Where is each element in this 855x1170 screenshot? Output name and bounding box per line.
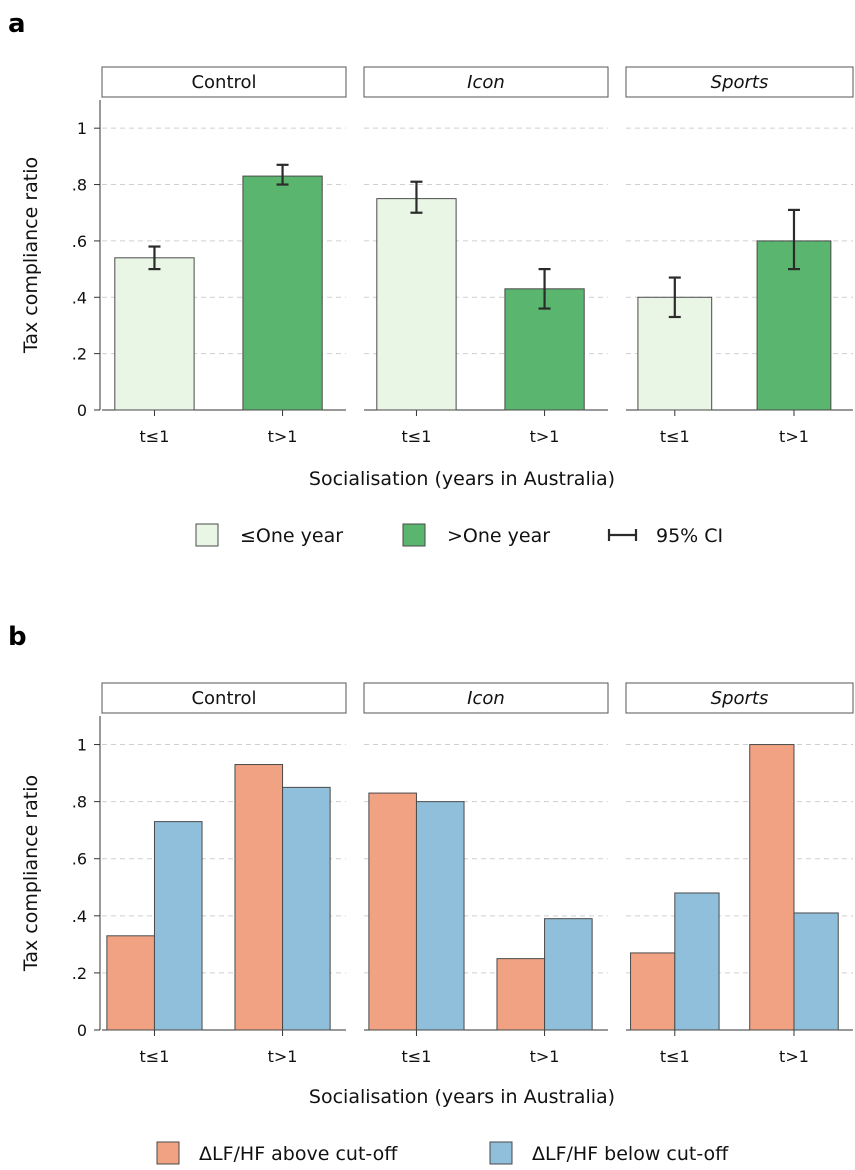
- panel-a-strip-label-control: Control: [191, 72, 256, 93]
- panel-a-legend-ci-icon: [609, 529, 636, 541]
- panel-a-x-tick-label: t>1: [779, 427, 809, 446]
- panel-b-legend-swatch-above-cutoff: [157, 1142, 179, 1164]
- panel-a-letter: a: [8, 9, 26, 39]
- panel-a-legend-swatch-le-one-year: [196, 524, 218, 546]
- panel-a-x-tick-label: t≤1: [402, 427, 432, 446]
- panel-b-x-tick-label: t>1: [268, 1047, 298, 1066]
- panel-b-strip-label-sports: Sports: [711, 688, 769, 709]
- panel-b-legend-label-below-cutoff: ΔLF/HF below cut-off: [532, 1143, 729, 1165]
- panel-a-facet-control: Control t≤1 t>1: [102, 67, 346, 446]
- panel-b-facet-icon: Icon t≤1 t>1: [364, 683, 608, 1066]
- panel-a-x-tick-label: t>1: [268, 427, 298, 446]
- panel-b-bar-sports-le1-below: [675, 893, 719, 1030]
- panel-b-x-tick-label: t>1: [779, 1047, 809, 1066]
- panel-a-x-tick-label: t>1: [530, 427, 560, 446]
- panel-a-legend-label-ci: 95% CI: [656, 525, 723, 547]
- panel-a-y-tick-label: 1: [77, 119, 87, 138]
- panel-a-bar-icon-le1: [377, 199, 456, 410]
- panel-b-bar-icon-gt1-below: [545, 919, 593, 1030]
- panel-a: 0 .2 .4 .6 .8 1 Tax compliance ratio Control t≤1…: [20, 67, 853, 547]
- panel-a-facet-icon: Icon t≤1 t>1: [364, 67, 608, 446]
- panel-a-y-axis-title: Tax compliance ratio: [20, 157, 42, 354]
- panel-b-legend-swatch-below-cutoff: [490, 1142, 512, 1164]
- panel-b-y-tick-label: .8: [72, 793, 87, 812]
- panel-b-letter: b: [8, 622, 27, 652]
- panel-b-facet-sports: Sports t≤1 t>1: [626, 683, 853, 1066]
- panel-a-y-tick-label: .4: [72, 288, 87, 307]
- panel-b-bar-icon-gt1-above: [497, 959, 545, 1030]
- panel-b-x-tick-label: t>1: [530, 1047, 560, 1066]
- panel-b-bar-sports-gt1-above: [750, 745, 794, 1030]
- panel-a-strip-label-icon: Icon: [467, 72, 505, 93]
- panel-a-y-tick-label: .6: [72, 232, 87, 251]
- panel-b-bar-icon-le1-above: [369, 793, 417, 1030]
- panel-b-x-tick-label: t≤1: [402, 1047, 432, 1066]
- panel-a-facet-sports: Sports t≤1 t>1: [626, 67, 853, 446]
- panel-a-legend-swatch-gt-one-year: [403, 524, 425, 546]
- panel-b-y-axis-title: Tax compliance ratio: [20, 775, 42, 972]
- panel-a-y-tick-label: .8: [72, 176, 87, 195]
- panel-b-y-tick-label: .6: [72, 850, 87, 869]
- panel-a-x-axis-title: Socialisation (years in Australia): [309, 468, 615, 490]
- panel-b-y-tick-label: .4: [72, 907, 87, 926]
- panel-a-legend-label-gt-one-year: >One year: [447, 525, 550, 547]
- panel-b-bar-control-gt1-below: [283, 787, 331, 1030]
- panel-b-bar-control-gt1-above: [235, 765, 283, 1030]
- panel-a-bar-control-gt1: [243, 176, 322, 410]
- panel-b-x-axis-title: Socialisation (years in Australia): [309, 1086, 615, 1108]
- panel-b-bar-control-le1-below: [154, 822, 202, 1030]
- panel-a-x-tick-label: t≤1: [140, 427, 170, 446]
- panel-b-y-tick-label: 0: [77, 1021, 87, 1040]
- panel-b-bar-control-le1-above: [107, 936, 155, 1030]
- panel-b: 0 .2 .4 .6 .8 1 Tax compliance ratio Control t≤1…: [20, 683, 853, 1165]
- panel-b-bar-sports-gt1-below: [794, 913, 838, 1030]
- panel-b-bar-sports-le1-above: [631, 953, 675, 1030]
- panel-a-legend-label-le-one-year: ≤One year: [240, 525, 343, 547]
- panel-b-x-tick-label: t≤1: [140, 1047, 170, 1066]
- panel-a-y-tick-label: 0: [77, 401, 87, 420]
- panel-b-strip-label-control: Control: [191, 688, 256, 709]
- panel-a-strip-label-sports: Sports: [711, 72, 769, 93]
- panel-b-legend-label-above-cutoff: ΔLF/HF above cut-off: [199, 1143, 398, 1165]
- panel-a-x-tick-label: t≤1: [660, 427, 690, 446]
- panel-b-bar-icon-le1-below: [416, 802, 464, 1030]
- panel-b-strip-label-icon: Icon: [467, 688, 505, 709]
- panel-a-y-tick-label: .2: [72, 345, 87, 364]
- panel-a-bar-control-le1: [115, 258, 194, 410]
- panel-b-x-tick-label: t≤1: [660, 1047, 690, 1066]
- panel-b-y-tick-label: 1: [77, 736, 87, 755]
- panel-b-facet-control: Control t≤1 t>1: [102, 683, 346, 1066]
- panel-b-y-tick-label: .2: [72, 964, 87, 983]
